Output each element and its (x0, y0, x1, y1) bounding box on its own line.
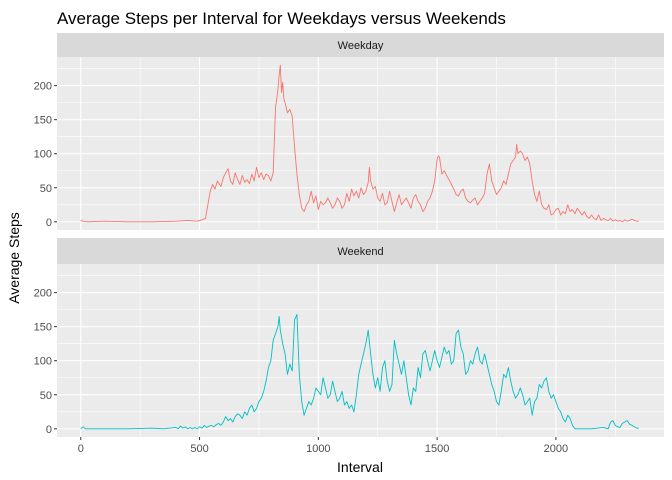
y-tick-label: 0 (46, 424, 52, 436)
y-axis-title: Average Steps (6, 212, 22, 304)
panel-weekday: Weekday 0 50 100 150 200 (34, 33, 664, 230)
x-tick-label: 500 (190, 443, 208, 455)
x-tick-label: 1000 (306, 443, 330, 455)
y-tick-label: 50 (40, 183, 52, 195)
y-tick-label: 200 (34, 288, 52, 300)
y-tick-label: 0 (46, 217, 52, 229)
x-tick-label: 2000 (544, 443, 568, 455)
facet-strip-label: Weekday (338, 40, 384, 52)
series-line-weekday (80, 64, 640, 223)
chart-title: Average Steps per Interval for Weekdays … (57, 9, 506, 28)
panel-background (57, 57, 664, 230)
y-tick-label: 100 (34, 356, 52, 368)
facet-strip-label: Weekend (337, 246, 383, 258)
y-tick-label: 150 (34, 322, 52, 334)
y-tick-label: 100 (34, 149, 52, 161)
x-axis-title: Interval (337, 459, 383, 475)
facet-strip (57, 33, 664, 57)
facet-strip (57, 238, 664, 264)
y-tick-label: 200 (34, 81, 52, 93)
y-tick-label: 50 (40, 390, 52, 402)
x-tick-label: 0 (78, 443, 84, 455)
y-tick-label: 150 (34, 115, 52, 127)
series-line-weekend (80, 313, 640, 430)
x-tick-label: 1500 (425, 443, 449, 455)
panel-background (57, 264, 664, 437)
